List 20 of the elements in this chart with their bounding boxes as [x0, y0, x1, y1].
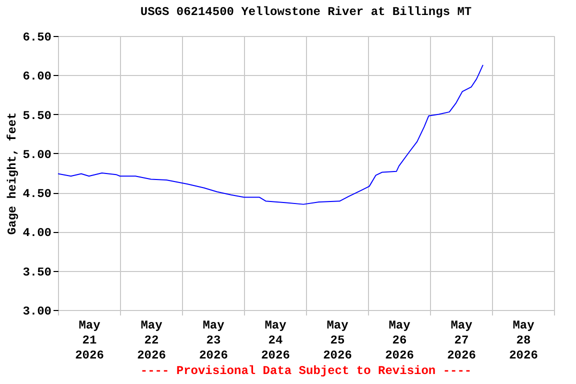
- y-tick-label: 5.00: [22, 148, 52, 162]
- text: ---- Provisional Data Subject to Revision ----: [140, 364, 472, 378]
- y-tick-label: 4.00: [22, 226, 52, 240]
- y-tick-label: 3.50: [22, 265, 52, 280]
- line-series: [58, 64, 484, 205]
- y-tick-label: 4.50: [22, 187, 52, 202]
- x-tick-label: May 24 2026: [261, 318, 290, 362]
- y-axis-title: Gage height, feet: [6, 112, 20, 235]
- x-tick-label: May 22 2026: [137, 318, 166, 362]
- chart-title: USGS 06214500 Yellowstone River at Billings MT: [140, 5, 472, 19]
- y-tick-label: 6.50: [22, 30, 52, 44]
- x-tick-label: May 28 2026: [509, 318, 538, 362]
- x-tick-label: May 25 2026: [323, 318, 352, 362]
- x-tick-label: May 27 2026: [447, 318, 476, 362]
- x-tick-label: May 21 2026: [75, 318, 104, 362]
- x-tick-label: May 26 2026: [385, 318, 414, 362]
- y-tick-label: 6.00: [22, 70, 52, 84]
- y-tick-label: 3.00: [22, 304, 52, 318]
- y-tick-label: 5.50: [22, 108, 52, 123]
- x-tick-label: May 23 2026: [199, 318, 228, 362]
